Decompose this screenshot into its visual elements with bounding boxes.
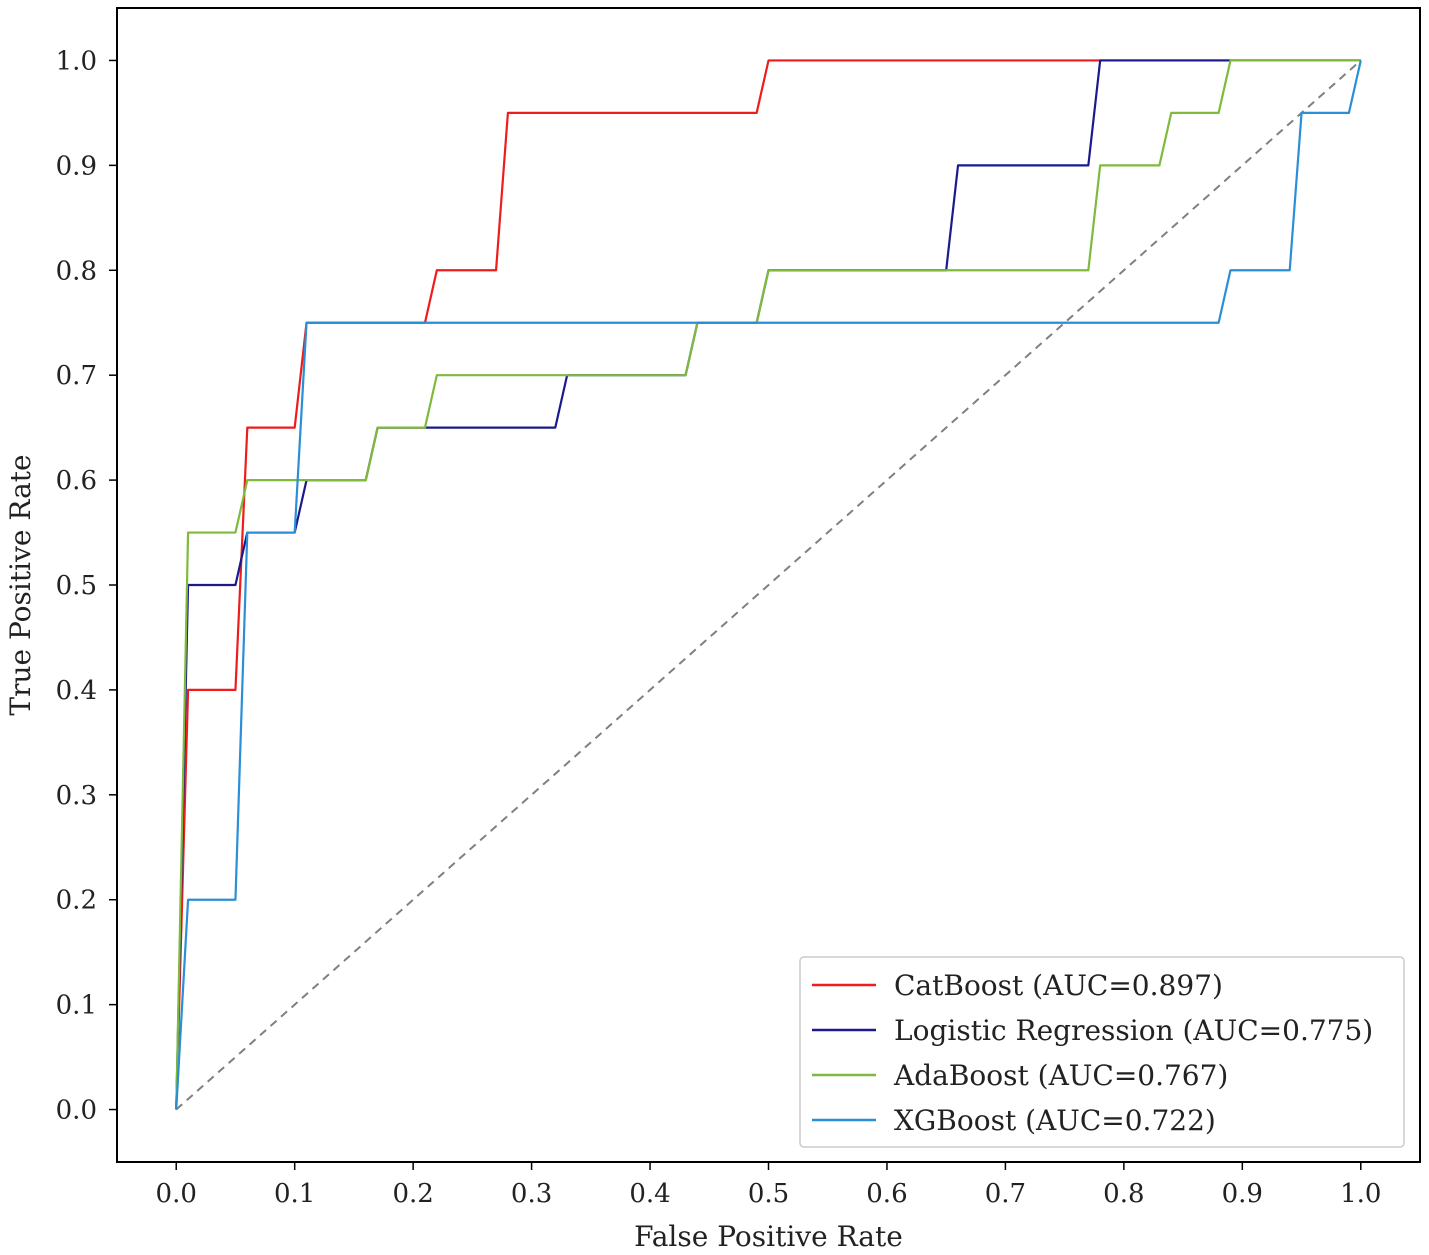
y-tick-label: 0.4 [56,676,97,706]
y-axis: 0.0 0.1 0.2 0.3 0.4 0.5 0.6 0.7 0.8 0.9 1.0 [56,46,117,1126]
x-tick-label: 0.1 [274,1179,315,1209]
y-tick-label: 0.7 [56,361,97,391]
x-axis-title: False Positive Rate [634,1220,903,1253]
y-axis-title: True Positive Rate [4,454,37,715]
y-tick-label: 0.9 [56,151,97,181]
legend-label-2: AdaBoost (AUC=0.767) [893,1059,1228,1092]
legend-label-1: Logistic Regression (AUC=0.775) [894,1014,1373,1047]
y-tick-label: 0.8 [56,256,97,286]
legend-label-3: XGBoost (AUC=0.722) [894,1104,1216,1137]
y-tick-label: 0.2 [56,886,97,916]
x-tick-label: 0.0 [156,1179,197,1209]
x-tick-label: 0.3 [511,1179,552,1209]
x-tick-label: 0.2 [392,1179,433,1209]
x-tick-label: 0.5 [748,1179,789,1209]
x-tick-label: 0.6 [866,1179,907,1209]
y-tick-label: 0.1 [56,991,97,1021]
x-tick-label: 1.0 [1340,1179,1381,1209]
y-tick-label: 0.3 [56,781,97,811]
x-tick-label: 0.7 [985,1179,1026,1209]
y-tick-label: 1.0 [56,46,97,76]
x-tick-label: 0.4 [629,1179,670,1209]
y-tick-label: 0.0 [56,1096,97,1126]
y-tick-label: 0.5 [56,571,97,601]
x-axis: 0.0 0.1 0.2 0.3 0.4 0.5 0.6 0.7 0.8 0.9 1.0 [156,1162,1381,1209]
reference-diagonal-line [175,59,1362,1111]
x-tick-label: 0.8 [1103,1179,1144,1209]
legend-label-0: CatBoost (AUC=0.897) [894,969,1223,1002]
x-tick-label: 0.9 [1222,1179,1263,1209]
y-tick-label: 0.6 [56,466,97,496]
series-line-3 [175,60,1362,1110]
legend-box [799,956,1405,1148]
legend: CatBoost (AUC=0.897) Logistic Regression … [799,956,1405,1148]
plot-area [175,59,1362,1111]
